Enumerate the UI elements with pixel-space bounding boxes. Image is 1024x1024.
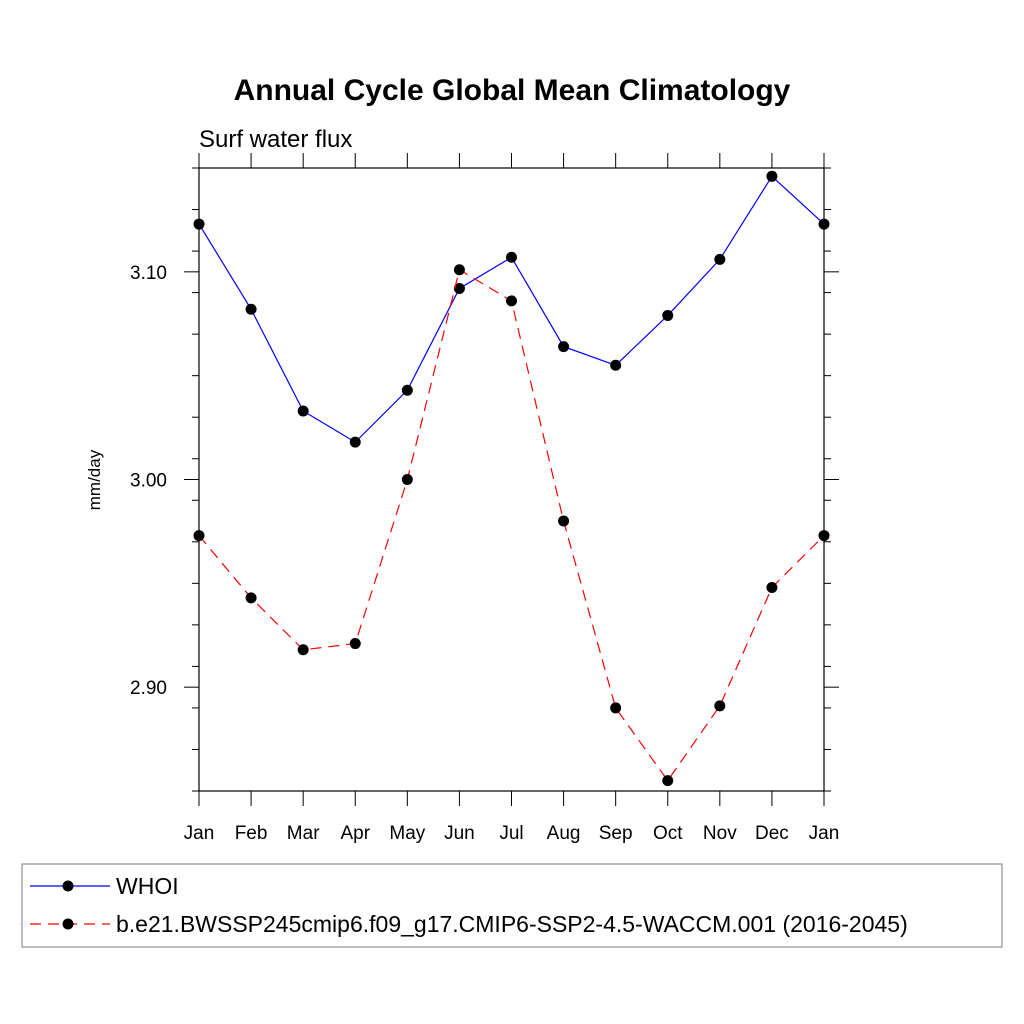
- chart-subtitle: Surf water flux: [199, 126, 352, 153]
- y-tick-label: 3.00: [130, 471, 167, 492]
- data-point: [401, 384, 413, 396]
- data-point: [297, 644, 309, 656]
- data-point: [610, 359, 622, 371]
- series-line-1: [198, 175, 825, 443]
- legend-label-2: b.e21.BWSSP245cmip6.f09_g17.CMIP6-SSP2-4…: [116, 911, 908, 937]
- data-point: [766, 170, 778, 182]
- data-point: [506, 295, 517, 307]
- legend-marker: [62, 880, 74, 892]
- data-point: [506, 251, 517, 263]
- data-point: [349, 638, 361, 650]
- axis-ticks: Jan Feb Mar Apr May Jun Jul Aug Sep Oct Nov Dec Jan 2…: [130, 153, 839, 844]
- y-tick-label: 2.90: [130, 678, 167, 699]
- x-tick-label: Oct: [653, 823, 683, 844]
- data-point: [662, 309, 674, 321]
- x-tick-label: Aug: [547, 823, 581, 844]
- data-point: [714, 700, 726, 712]
- legend-marker: [62, 918, 74, 930]
- x-tick-label: Mar: [287, 823, 320, 844]
- legend: [21, 863, 1003, 948]
- y-axis-label: mm/day: [85, 449, 104, 510]
- data-point: [245, 592, 257, 604]
- x-tick-label: Jan: [809, 823, 840, 844]
- data-point: [714, 253, 726, 265]
- x-tick-label: Jan: [184, 823, 215, 844]
- data-point: [193, 218, 205, 230]
- legend-label-1: WHOI: [116, 873, 179, 899]
- data-point: [193, 530, 205, 542]
- data-point: [610, 702, 622, 714]
- x-tick-label: Apr: [340, 823, 370, 844]
- data-point: [349, 436, 361, 448]
- data-point: [818, 218, 830, 230]
- data-point: [766, 581, 778, 593]
- data-point: [662, 775, 674, 787]
- x-tick-label: Jun: [444, 823, 475, 844]
- y-tick-label: 3.10: [130, 263, 167, 284]
- series-layer: [193, 170, 830, 787]
- data-point: [297, 405, 309, 417]
- x-tick-label: Jul: [499, 823, 523, 844]
- x-tick-label: May: [389, 823, 425, 844]
- data-point: [401, 474, 413, 485]
- legend-entries: WHOI b.e21.BWSSP245cmip6.f09_g17.CMIP6-SS…: [30, 873, 908, 937]
- data-point: [558, 515, 570, 527]
- x-tick-label: Dec: [755, 823, 789, 844]
- data-point: [558, 341, 570, 353]
- x-tick-label: Nov: [703, 823, 737, 844]
- x-tick-label: Sep: [599, 823, 633, 844]
- chart-title: Annual Cycle Global Mean Climatology: [234, 74, 791, 107]
- data-point: [818, 530, 830, 542]
- data-point: [245, 303, 257, 315]
- series-line-2: [198, 268, 825, 782]
- x-tick-label: Feb: [235, 823, 268, 844]
- data-point: [453, 264, 465, 276]
- data-point: [453, 282, 465, 294]
